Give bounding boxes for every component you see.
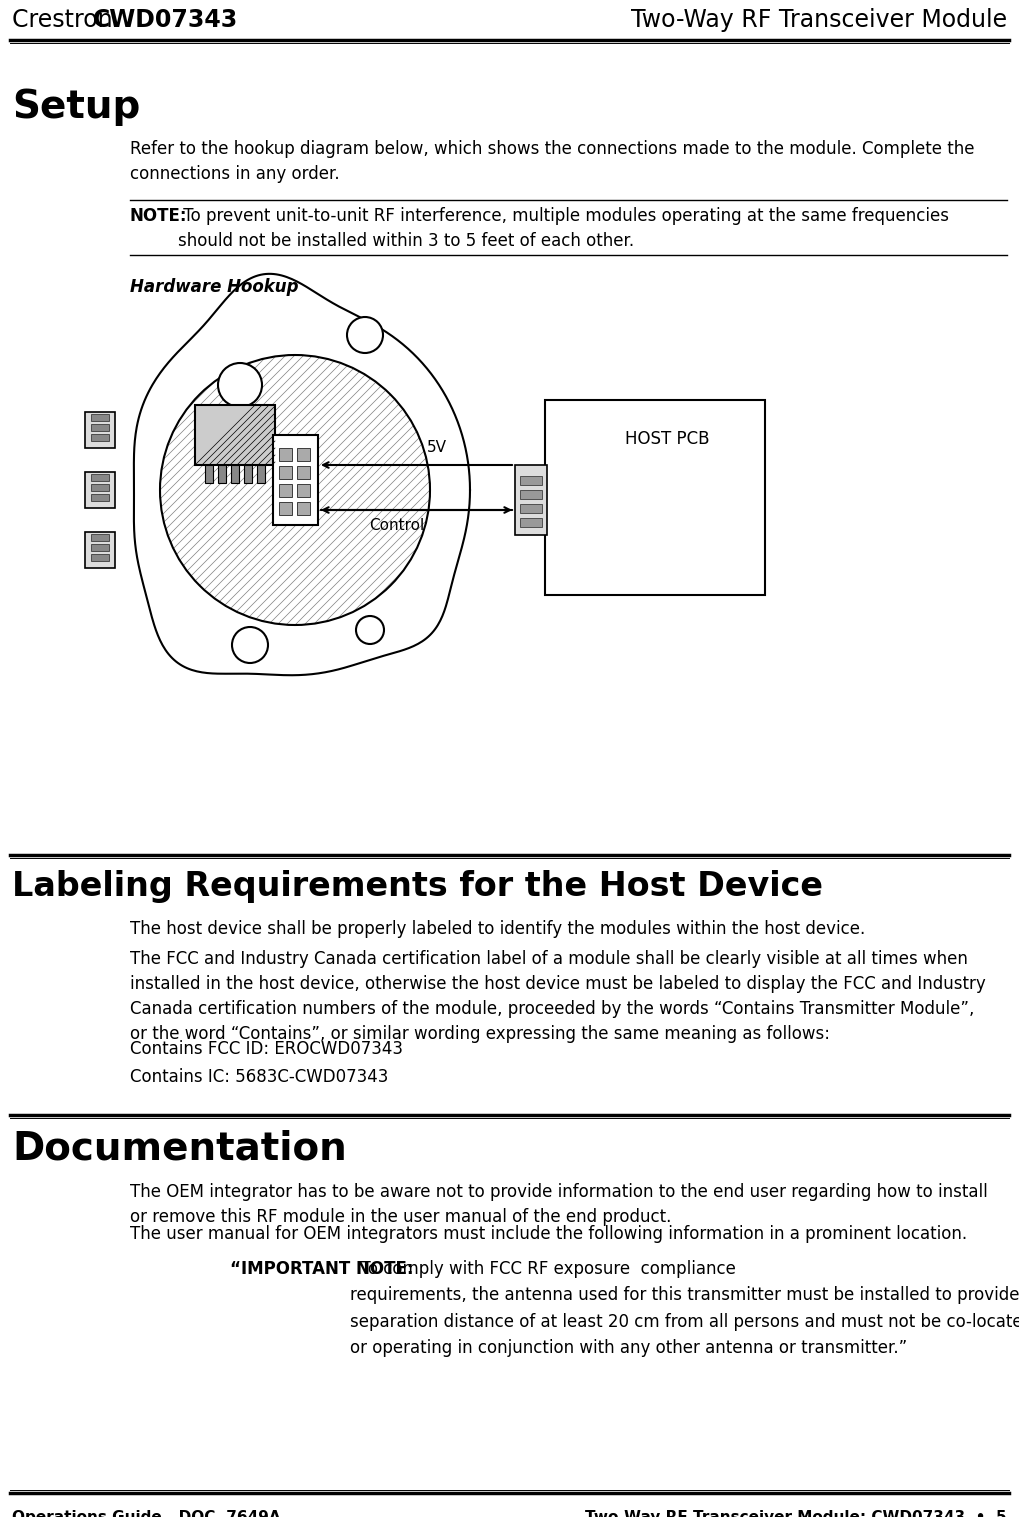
Text: CWD07343: CWD07343: [93, 8, 238, 32]
Circle shape: [160, 355, 430, 625]
Text: “IMPORTANT NOTE:: “IMPORTANT NOTE:: [230, 1261, 414, 1277]
Bar: [91, 484, 109, 492]
Bar: [85, 532, 115, 567]
Bar: [91, 495, 109, 501]
Circle shape: [347, 317, 383, 353]
Text: Two-Way RF Transceiver Module: CWD07343  •  5: Two-Way RF Transceiver Module: CWD07343 …: [585, 1509, 1007, 1517]
Text: To prevent unit-to-unit RF interference, multiple modules operating at the same : To prevent unit-to-unit RF interference,…: [178, 206, 949, 250]
Bar: [91, 554, 109, 561]
Circle shape: [218, 363, 262, 407]
Text: Hardware Hookup: Hardware Hookup: [130, 278, 299, 296]
Text: The host device shall be properly labeled to identify the modules within the hos: The host device shall be properly labele…: [130, 919, 865, 938]
Bar: [91, 423, 109, 431]
Circle shape: [356, 616, 384, 645]
Text: Refer to the hookup diagram below, which shows the connections made to the modul: Refer to the hookup diagram below, which…: [130, 140, 974, 184]
Text: Setup: Setup: [12, 88, 141, 126]
Bar: [205, 466, 213, 482]
Bar: [520, 504, 542, 513]
Bar: [273, 435, 318, 525]
Bar: [520, 490, 542, 499]
Bar: [297, 466, 310, 479]
Text: Documentation: Documentation: [12, 1130, 346, 1168]
Bar: [91, 545, 109, 551]
Bar: [218, 466, 226, 482]
Bar: [297, 502, 310, 514]
Text: Crestron: Crestron: [12, 8, 120, 32]
Bar: [91, 414, 109, 422]
Bar: [520, 476, 542, 485]
Text: To comply with FCC RF exposure  compliance
requirements, the antenna used for th: To comply with FCC RF exposure complianc…: [350, 1261, 1019, 1358]
Bar: [297, 448, 310, 461]
Bar: [91, 434, 109, 441]
Bar: [279, 502, 292, 514]
Text: Two-Way RF Transceiver Module: Two-Way RF Transceiver Module: [631, 8, 1007, 32]
Bar: [195, 405, 275, 466]
Bar: [91, 534, 109, 542]
Text: Control: Control: [369, 517, 424, 532]
Bar: [515, 466, 547, 536]
Text: The user manual for OEM integrators must include the following information in a : The user manual for OEM integrators must…: [130, 1226, 967, 1242]
Bar: [279, 466, 292, 479]
Bar: [545, 400, 765, 595]
Bar: [91, 473, 109, 481]
Bar: [244, 466, 252, 482]
Bar: [231, 466, 239, 482]
Bar: [279, 484, 292, 498]
Text: The OEM integrator has to be aware not to provide information to the end user re: The OEM integrator has to be aware not t…: [130, 1183, 987, 1226]
Text: NOTE:: NOTE:: [130, 206, 187, 225]
Bar: [257, 466, 265, 482]
Bar: [85, 413, 115, 448]
Text: The FCC and Industry Canada certification label of a module shall be clearly vis: The FCC and Industry Canada certificatio…: [130, 950, 985, 1044]
Text: Operations Guide - DOC. 7649A: Operations Guide - DOC. 7649A: [12, 1509, 280, 1517]
Text: Contains FCC ID: EROCWD07343
Contains IC: 5683C-CWD07343: Contains FCC ID: EROCWD07343 Contains IC…: [130, 1041, 403, 1086]
Text: 5V: 5V: [427, 440, 446, 455]
Bar: [279, 448, 292, 461]
Text: Labeling Requirements for the Host Device: Labeling Requirements for the Host Devic…: [12, 871, 823, 903]
Bar: [520, 517, 542, 526]
Bar: [297, 484, 310, 498]
Circle shape: [232, 627, 268, 663]
Bar: [85, 472, 115, 508]
Text: HOST PCB: HOST PCB: [625, 429, 709, 448]
